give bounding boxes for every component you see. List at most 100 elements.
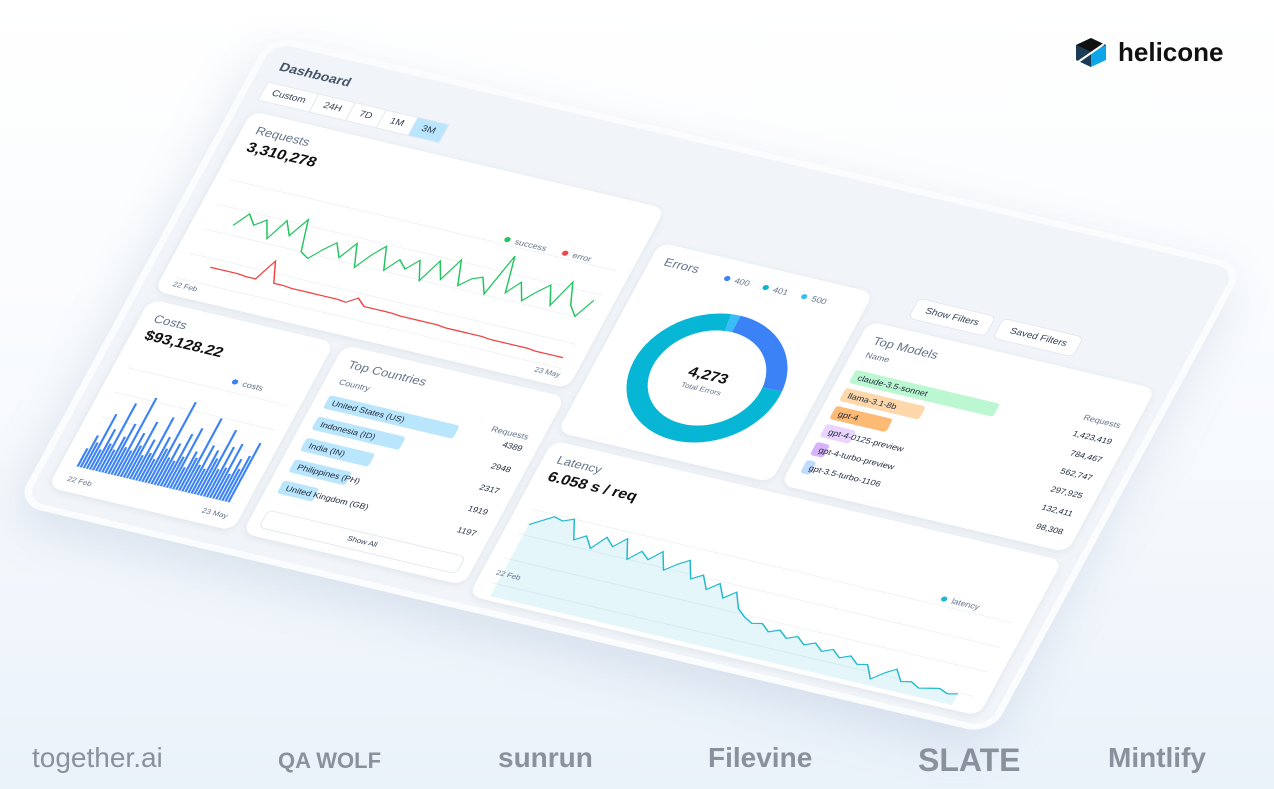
brand-name: helicone — [1118, 36, 1224, 67]
bar — [208, 467, 228, 499]
bar — [159, 460, 176, 487]
dashboard: Dashboard Custom 24H 7D 1M 3M Requests 3,310… — [15, 35, 1246, 735]
bar — [88, 449, 102, 470]
donut-segment — [731, 315, 788, 392]
bar — [110, 447, 128, 475]
bar — [107, 423, 137, 475]
errors-card: Errors 400 401 500 4,273 Total Errors — [557, 242, 874, 483]
line — [528, 516, 959, 695]
customer-logo: Mintlify — [1108, 742, 1206, 773]
bar — [224, 455, 252, 502]
bar — [165, 456, 185, 488]
legend-label: costs — [241, 379, 266, 392]
bar — [150, 401, 197, 485]
line — [210, 259, 564, 359]
bar — [122, 445, 143, 478]
bar — [79, 435, 100, 468]
bar — [119, 432, 146, 477]
grid-line — [202, 228, 591, 321]
costs-card: Costs $93,128.22 costs 22 Feb 23 May — [47, 299, 335, 531]
chart: costs 22 Feb 23 May — [66, 367, 288, 520]
legend-dot — [941, 596, 948, 602]
legend-dot — [504, 237, 511, 243]
country-requests: 2317 — [477, 482, 502, 496]
customer-logo: together.ai — [32, 742, 163, 773]
brand-icon — [1076, 38, 1106, 67]
bar — [187, 445, 216, 493]
dashboard-title: Dashboard — [276, 59, 355, 90]
donut-segment — [724, 314, 741, 333]
customer-logos: together.ai QA WOLF sunrun Filevine SLATE Min… — [0, 742, 1274, 782]
bar — [82, 442, 99, 469]
card-title: Costs — [151, 312, 190, 332]
bar — [199, 429, 238, 496]
bar — [202, 468, 220, 497]
bar — [141, 458, 156, 483]
bar — [227, 442, 262, 503]
bar — [101, 449, 116, 473]
bar — [138, 417, 175, 482]
country-requests: 1197 — [455, 525, 479, 538]
grid-line — [176, 277, 564, 370]
grid-line — [229, 179, 617, 272]
model-requests: 98,308 — [1034, 521, 1066, 537]
model-requests: 784,467 — [1068, 448, 1105, 465]
grid-line — [504, 557, 988, 673]
bar — [113, 397, 158, 476]
bar — [221, 468, 241, 501]
country-requests: 2948 — [489, 461, 513, 475]
model-requests: 562,747 — [1058, 466, 1095, 483]
column-header: Name — [863, 350, 892, 365]
legend-dot — [231, 379, 239, 385]
country-name: India (IN) — [306, 441, 347, 459]
legend-dot — [762, 285, 769, 291]
country-requests: 1919 — [466, 503, 490, 517]
customer-logo: sunrun — [498, 742, 593, 773]
bar — [215, 473, 232, 500]
bar — [178, 457, 199, 491]
customer-logo: SLATE — [918, 742, 1021, 778]
legend-label: 401 — [771, 285, 790, 297]
bar — [218, 458, 243, 501]
filter-button[interactable]: Saved Filters — [992, 317, 1085, 358]
line — [232, 212, 595, 318]
bar — [175, 451, 198, 491]
grid-line — [189, 252, 577, 345]
bar — [193, 450, 220, 495]
bar — [181, 418, 223, 492]
filter-button[interactable]: Show Filters — [907, 297, 997, 337]
bar — [147, 448, 169, 484]
grid-line — [127, 367, 288, 406]
latency-card: Latency 6.058 s / req latency 22 Feb — [468, 440, 1063, 717]
bar — [125, 421, 159, 479]
brand: helicone — [1074, 36, 1223, 68]
requests-card: Requests 3,310,278 success error 22 Feb 23 … — [154, 110, 666, 389]
bar — [95, 443, 112, 472]
legend-label: 500 — [810, 294, 829, 306]
bar — [205, 446, 236, 498]
bar — [184, 464, 202, 493]
legend-label: latency — [950, 597, 983, 612]
model-requests: 132,411 — [1039, 502, 1075, 519]
country-name: United Kingdom (GB) — [283, 483, 371, 512]
bar — [135, 452, 152, 481]
column-header: Requests — [1081, 413, 1123, 430]
bar — [104, 436, 127, 474]
bar — [171, 467, 186, 490]
donut-segment — [626, 313, 783, 443]
bar — [116, 450, 133, 477]
bar — [131, 439, 156, 480]
bar — [85, 413, 118, 469]
customer-logo: Filevine — [708, 742, 813, 773]
grid-line — [216, 203, 604, 296]
bar — [153, 457, 171, 485]
bar — [196, 458, 219, 496]
legend-dot — [562, 250, 569, 256]
area — [490, 516, 958, 706]
country-name: Indonesia (ID) — [318, 420, 378, 442]
legend-label: 400 — [733, 276, 752, 288]
date-label: 22 Feb — [66, 475, 94, 488]
